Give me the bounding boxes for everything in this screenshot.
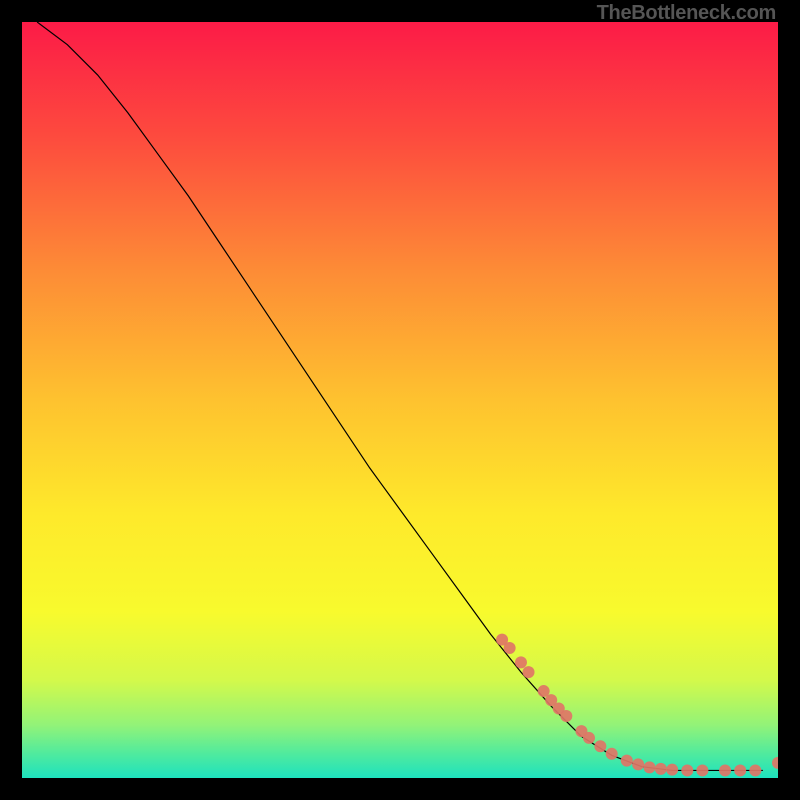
data-marker: [681, 764, 693, 776]
data-marker: [560, 710, 572, 722]
data-marker: [719, 764, 731, 776]
chart-svg: [22, 22, 778, 778]
chart-background: [22, 22, 778, 778]
data-marker: [621, 755, 633, 767]
data-marker: [696, 764, 708, 776]
data-marker: [655, 763, 667, 775]
data-marker: [734, 764, 746, 776]
data-marker: [643, 761, 655, 773]
data-marker: [666, 764, 678, 776]
data-marker: [749, 764, 761, 776]
data-marker: [606, 748, 618, 760]
data-marker: [504, 642, 516, 654]
data-marker: [515, 656, 527, 668]
data-marker: [594, 740, 606, 752]
bottleneck-chart: [22, 22, 778, 778]
data-marker: [632, 758, 644, 770]
data-marker: [583, 732, 595, 744]
data-marker: [523, 666, 535, 678]
